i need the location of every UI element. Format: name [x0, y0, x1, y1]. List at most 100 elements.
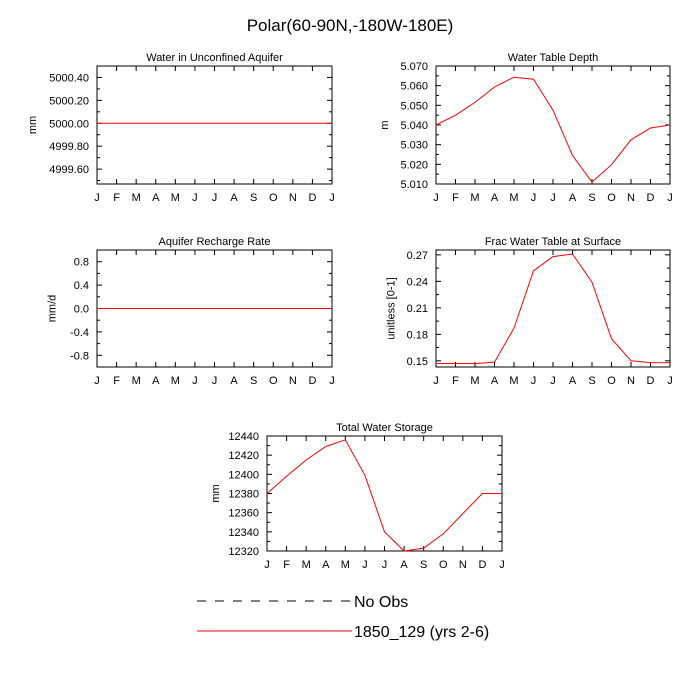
- axis-ticks: [96, 65, 333, 184]
- x-tick-label: N: [627, 375, 635, 387]
- y-tick-label: 5.030: [400, 140, 428, 152]
- y-tick-label: 12400: [228, 469, 259, 481]
- x-tick-label: M: [171, 192, 180, 204]
- x-tick-label: S: [420, 559, 427, 571]
- y-tick-label: 4999.60: [49, 164, 89, 176]
- x-tick-label: J: [329, 192, 335, 204]
- y-tick-label: 0.18: [407, 329, 428, 341]
- figure-title: Polar(60-90N,-180W-180E): [247, 16, 454, 35]
- y-tick-label: 5.050: [400, 100, 428, 112]
- x-tick-label: O: [607, 192, 616, 204]
- y-axis-label: mm/d: [46, 295, 58, 323]
- x-tick-label: J: [667, 375, 673, 387]
- legend: No Obs 1850_129 (yrs 2-6): [197, 594, 489, 641]
- x-tick-label: A: [569, 192, 577, 204]
- axis-ticks: [266, 435, 503, 552]
- axis-ticks: [435, 65, 671, 185]
- x-tick-label: S: [588, 192, 595, 204]
- x-tick-label: M: [341, 559, 350, 571]
- x-tick-label: N: [289, 192, 297, 204]
- panel-title: Aquifer Recharge Rate: [159, 236, 271, 248]
- y-tick-label: -0.8: [70, 350, 89, 362]
- x-tick-label: J: [264, 559, 270, 571]
- x-tick-label: A: [230, 375, 238, 387]
- x-tick-label: S: [250, 192, 257, 204]
- x-tick-label: O: [607, 375, 616, 387]
- panel-title: Total Water Storage: [336, 422, 433, 434]
- x-tick-label: S: [588, 375, 595, 387]
- x-tick-label: D: [308, 192, 316, 204]
- x-tick-label: A: [569, 375, 577, 387]
- x-tick-label: D: [647, 192, 655, 204]
- x-tick-label: D: [308, 375, 316, 387]
- x-tick-label: F: [452, 375, 459, 387]
- series-line: [436, 253, 671, 365]
- x-tick-label: M: [302, 559, 311, 571]
- x-tick-label: J: [433, 375, 439, 387]
- x-tick-label: J: [531, 375, 537, 387]
- x-tick-label: A: [322, 559, 330, 571]
- y-tick-label: 0.4: [74, 280, 89, 292]
- x-tick-label: D: [647, 375, 655, 387]
- x-tick-label: J: [212, 192, 218, 204]
- x-tick-label: A: [230, 192, 238, 204]
- y-tick-label: 0.0: [74, 304, 89, 316]
- x-tick-label: J: [531, 192, 537, 204]
- y-axis-label: mm: [27, 116, 39, 134]
- x-tick-label: J: [94, 192, 100, 204]
- x-tick-label: J: [667, 192, 673, 204]
- y-tick-label: 12320: [228, 546, 259, 558]
- x-tick-label: A: [152, 192, 160, 204]
- x-tick-label: J: [329, 375, 335, 387]
- y-tick-label: 12420: [228, 450, 259, 462]
- panel-title: Water Table Depth: [508, 52, 599, 64]
- x-tick-label: F: [452, 192, 459, 204]
- y-tick-label: 0.21: [407, 303, 428, 315]
- y-tick-label: 12440: [228, 431, 259, 443]
- x-tick-label: O: [439, 559, 448, 571]
- series-line: [266, 439, 502, 552]
- plot-frame: [96, 65, 333, 185]
- y-axis-label: unitless [0-1]: [385, 277, 397, 339]
- y-tick-label: 5000.40: [49, 72, 89, 84]
- series-line: [435, 76, 671, 183]
- x-tick-label: S: [250, 375, 257, 387]
- y-tick-label: 12360: [228, 508, 259, 520]
- y-tick-label: 5000.00: [49, 118, 89, 130]
- x-tick-label: A: [491, 192, 499, 204]
- x-tick-label: J: [433, 192, 439, 204]
- x-tick-label: J: [499, 559, 505, 571]
- plot-frame: [266, 435, 503, 552]
- x-tick-label: F: [283, 559, 290, 571]
- y-tick-label: 5.060: [400, 81, 428, 93]
- x-tick-label: D: [478, 559, 486, 571]
- x-tick-label: O: [269, 375, 278, 387]
- x-tick-label: M: [509, 375, 518, 387]
- y-tick-label: 5.040: [400, 120, 428, 132]
- y-tick-label: 5000.20: [49, 95, 89, 107]
- x-tick-label: M: [509, 192, 518, 204]
- x-tick-label: J: [362, 559, 368, 571]
- y-tick-label: 5.010: [400, 179, 428, 191]
- x-tick-label: M: [132, 192, 141, 204]
- x-tick-label: A: [491, 375, 499, 387]
- axis-ticks: [435, 250, 671, 367]
- y-tick-label: 0.15: [407, 356, 428, 368]
- x-tick-label: M: [132, 375, 141, 387]
- y-axis-label: m: [379, 120, 391, 129]
- x-tick-label: J: [94, 375, 100, 387]
- x-tick-label: J: [550, 375, 556, 387]
- y-tick-label: 4999.80: [49, 141, 89, 153]
- x-tick-label: O: [269, 192, 278, 204]
- y-tick-label: 0.27: [407, 250, 428, 262]
- x-tick-label: N: [459, 559, 467, 571]
- y-tick-label: 12340: [228, 527, 259, 539]
- y-tick-label: 0.24: [407, 276, 428, 288]
- y-axis-label: mm: [210, 484, 222, 502]
- x-tick-label: M: [470, 375, 479, 387]
- x-tick-label: M: [171, 375, 180, 387]
